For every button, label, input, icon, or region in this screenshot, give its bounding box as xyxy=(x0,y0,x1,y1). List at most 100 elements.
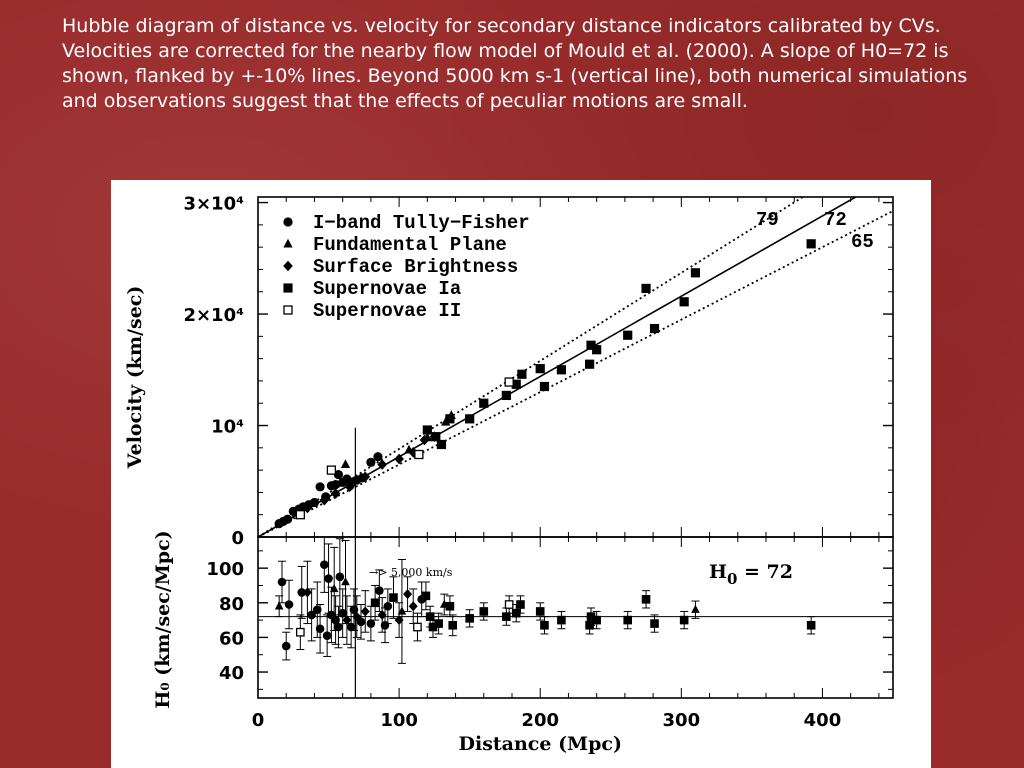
velocity-point xyxy=(556,365,566,375)
h0-point xyxy=(315,624,325,634)
h0-point xyxy=(397,606,407,615)
legend-marker xyxy=(283,260,293,272)
velocity-point xyxy=(465,414,475,424)
velocity-point xyxy=(377,459,388,470)
velocity-point xyxy=(539,381,550,392)
h0-point xyxy=(377,609,387,620)
velocity-point xyxy=(690,268,701,278)
h0-point xyxy=(623,615,633,625)
h0-point xyxy=(324,574,333,583)
h0-point xyxy=(511,608,521,618)
h0-point xyxy=(322,631,332,640)
hubble-line-label: 72 xyxy=(824,209,847,231)
velocity-point xyxy=(592,345,602,355)
velocity-point xyxy=(623,330,633,340)
h0-point xyxy=(540,620,549,630)
velocity-y-tick-label: 3×10⁴ xyxy=(183,194,244,215)
h0-point xyxy=(360,606,370,617)
velocity-y-tick-label: 2×10⁴ xyxy=(183,305,244,326)
h0-inset-label: H0 = 72 xyxy=(709,561,793,588)
velocity-points xyxy=(274,239,816,529)
h0-point xyxy=(479,607,489,616)
h0-point xyxy=(641,595,651,604)
velocity-point xyxy=(373,452,383,462)
velocity-point xyxy=(319,494,330,506)
velocity-point xyxy=(419,434,430,446)
h0-point xyxy=(408,601,418,612)
h0-point xyxy=(331,615,340,625)
h0-point xyxy=(320,560,329,569)
h0-point xyxy=(403,589,413,600)
h0-point xyxy=(806,620,816,630)
legend-label: Fundamental Plane xyxy=(313,234,507,256)
h0-annotation: →> 5,000 km/s xyxy=(369,566,453,579)
h0-point xyxy=(445,601,455,611)
distance-x-tick-label: 200 xyxy=(521,710,559,731)
h0-point xyxy=(465,614,474,623)
velocity-point xyxy=(479,398,489,408)
h0-point xyxy=(679,615,689,625)
legend-label: Supernovae Ia xyxy=(313,278,461,300)
h0-point xyxy=(281,641,291,651)
h0-point xyxy=(504,600,514,609)
velocity-point xyxy=(283,514,293,524)
h0-point xyxy=(312,605,322,615)
h0-point xyxy=(274,601,284,610)
velocity-point xyxy=(331,480,341,490)
h0-point xyxy=(329,583,339,593)
hubble-diagram-figure: 0 10⁴ 2×10⁴ 3×10⁴ Velocity (km/sec) 79 72 65 I−b… xyxy=(111,180,931,768)
h0-point xyxy=(346,622,356,632)
h0-point xyxy=(535,607,545,616)
h0-point xyxy=(277,577,287,587)
velocity-point xyxy=(360,471,371,483)
h0-point xyxy=(375,586,384,595)
h0-point xyxy=(516,600,525,609)
velocity-point xyxy=(309,497,320,508)
h0-point xyxy=(448,620,458,630)
velocity-point xyxy=(394,453,404,465)
h0-point xyxy=(334,622,343,632)
h0-point xyxy=(428,622,438,632)
velocity-point xyxy=(806,239,816,249)
h0-point xyxy=(650,619,659,628)
h0-point xyxy=(349,605,359,615)
distance-x-tick-label: 0 xyxy=(252,710,265,731)
h0-point xyxy=(342,615,352,626)
h0-y-tick-label: 80 xyxy=(219,594,244,615)
h0-point xyxy=(413,622,422,632)
h0-point xyxy=(341,577,350,586)
h0-points xyxy=(274,537,816,664)
hubble-line-label: 65 xyxy=(851,231,874,253)
velocity-point xyxy=(326,465,337,475)
velocity-y-axis-label: Velocity (km/sec) xyxy=(124,286,146,470)
hubble-line-label: 79 xyxy=(756,209,779,231)
h0-point xyxy=(502,612,511,621)
h0-point xyxy=(352,611,362,622)
h0-y-tick-label: 60 xyxy=(219,628,244,649)
h0-point xyxy=(394,615,404,626)
distance-x-axis-label: Distance (Mpc) xyxy=(459,733,622,755)
h0-point xyxy=(284,600,294,609)
h0-point xyxy=(338,608,347,618)
velocity-point xyxy=(431,432,441,442)
velocity-point xyxy=(641,283,651,294)
legend-label: I−band Tully−Fisher xyxy=(313,212,530,234)
h0-y-tick-label: 40 xyxy=(219,663,244,684)
legend-label: Supernovae II xyxy=(313,300,461,322)
velocity-point xyxy=(422,425,432,435)
h0-point xyxy=(389,593,398,602)
velocity-point xyxy=(679,297,689,307)
legend-label: Surface Brightness xyxy=(313,256,518,278)
velocity-point xyxy=(501,390,511,401)
velocity-y-tick-label: 10⁴ xyxy=(211,417,244,438)
velocity-point xyxy=(414,449,424,460)
h0-point xyxy=(297,588,307,597)
hubble-line-65 xyxy=(258,210,893,537)
h0-point xyxy=(586,612,596,621)
slide-caption: Hubble diagram of distance vs. velocity … xyxy=(62,15,968,112)
velocity-point xyxy=(315,482,325,492)
velocity-point xyxy=(366,457,376,467)
velocity-point xyxy=(344,481,355,493)
velocity-point xyxy=(295,510,305,520)
